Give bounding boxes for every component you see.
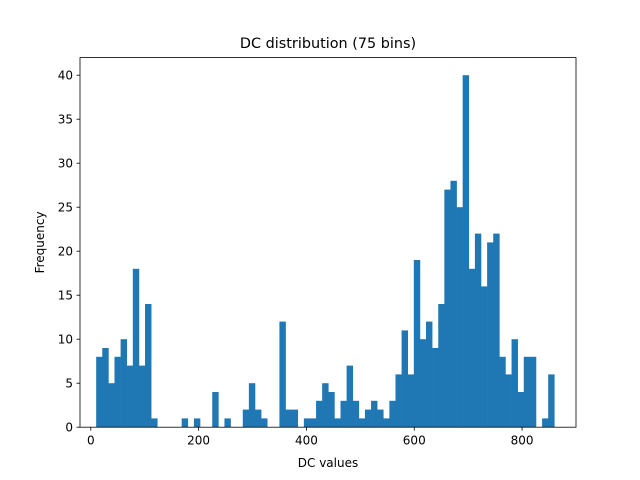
- histogram-bar: [505, 374, 512, 428]
- histogram-bar: [181, 418, 189, 428]
- y-tick-label: 5: [65, 377, 73, 391]
- histogram-bar: [426, 321, 433, 428]
- plot-frame: [79, 57, 577, 428]
- histogram-bar: [279, 321, 286, 428]
- histogram-bar: [322, 383, 329, 428]
- histogram-bar: [242, 409, 250, 428]
- x-tick-label: 800: [511, 434, 534, 448]
- histogram-bar: [328, 392, 335, 428]
- histogram-bar: [444, 189, 451, 428]
- x-tick-label: 200: [187, 434, 210, 448]
- y-tick-label: 10: [58, 333, 73, 347]
- y-axis-ticks: 0 5 10 15 20 25 30 35 40: [58, 69, 80, 435]
- histogram-bar: [511, 339, 518, 428]
- histogram-bar: [334, 418, 341, 428]
- histogram-bar: [132, 268, 140, 428]
- histogram-bar: [126, 365, 134, 428]
- x-tick-label: 400: [295, 434, 318, 448]
- histogram-bar: [395, 374, 402, 428]
- histogram-bar: [346, 365, 354, 428]
- histogram-bar: [114, 356, 121, 428]
- histogram-bar: [487, 242, 494, 428]
- histogram-bar: [548, 374, 555, 428]
- histogram-bar: [413, 260, 421, 428]
- histogram-bar: [254, 409, 262, 428]
- histogram-bar: [389, 400, 396, 428]
- x-axis-label: DC values: [298, 456, 358, 470]
- histogram-bar: [407, 374, 415, 428]
- histogram-bar: [517, 392, 525, 428]
- chart-title: DC distribution (75 bins): [240, 36, 416, 52]
- histogram-bar: [529, 356, 537, 428]
- histogram-bar: [371, 400, 378, 428]
- histogram-bar: [523, 356, 531, 428]
- histogram-bar: [212, 392, 219, 428]
- y-tick-label: 30: [58, 157, 73, 171]
- x-tick-label: 0: [87, 434, 95, 448]
- histogram-bar: [138, 365, 146, 428]
- histogram-bar: [493, 233, 500, 428]
- histogram-bar: [432, 348, 439, 428]
- histogram-bar: [481, 286, 488, 428]
- histogram-bar: [291, 409, 299, 428]
- histogram-bar: [438, 304, 445, 428]
- histogram-bar: [462, 75, 470, 428]
- y-tick-label: 35: [58, 113, 73, 127]
- histogram-bar: [316, 400, 323, 428]
- histogram-bar: [468, 268, 476, 428]
- histogram-bar: [456, 207, 463, 428]
- y-tick-label: 20: [58, 245, 73, 259]
- histogram-bar: [303, 418, 311, 428]
- histogram-bar: [102, 348, 109, 428]
- y-tick-label: 0: [65, 421, 73, 435]
- histogram-bar: [151, 418, 158, 428]
- histogram-bar: [474, 233, 482, 428]
- histogram-bar: [358, 418, 366, 428]
- histogram-bars: [96, 75, 555, 428]
- histogram-bar: [364, 409, 372, 428]
- histogram-bar: [340, 400, 347, 428]
- histogram-bar: [193, 418, 201, 428]
- histogram-bar: [108, 383, 115, 428]
- y-tick-label: 40: [58, 69, 73, 83]
- histogram-bar: [248, 383, 256, 428]
- histogram-bar: [419, 339, 427, 428]
- histogram-bar: [120, 339, 128, 428]
- histogram-bar: [285, 409, 292, 428]
- histogram-bar: [450, 180, 457, 428]
- histogram-bar: [377, 409, 384, 428]
- histogram-bar: [401, 330, 408, 428]
- histogram-bar: [383, 418, 390, 428]
- y-tick-label: 25: [58, 201, 73, 215]
- x-tick-label: 600: [403, 434, 426, 448]
- histogram-bar: [261, 418, 268, 428]
- histogram-bar: [352, 400, 360, 428]
- x-axis-ticks: 0 200 400 600 800: [87, 427, 534, 448]
- histogram-bar: [96, 356, 103, 428]
- histogram-bar: [499, 356, 506, 428]
- y-tick-label: 15: [58, 289, 73, 303]
- histogram-bar: [542, 418, 549, 428]
- histogram-bar: [224, 418, 231, 428]
- y-axis-label: Frequency: [33, 211, 47, 273]
- histogram-bar: [145, 304, 152, 428]
- histogram-bar: [309, 418, 317, 428]
